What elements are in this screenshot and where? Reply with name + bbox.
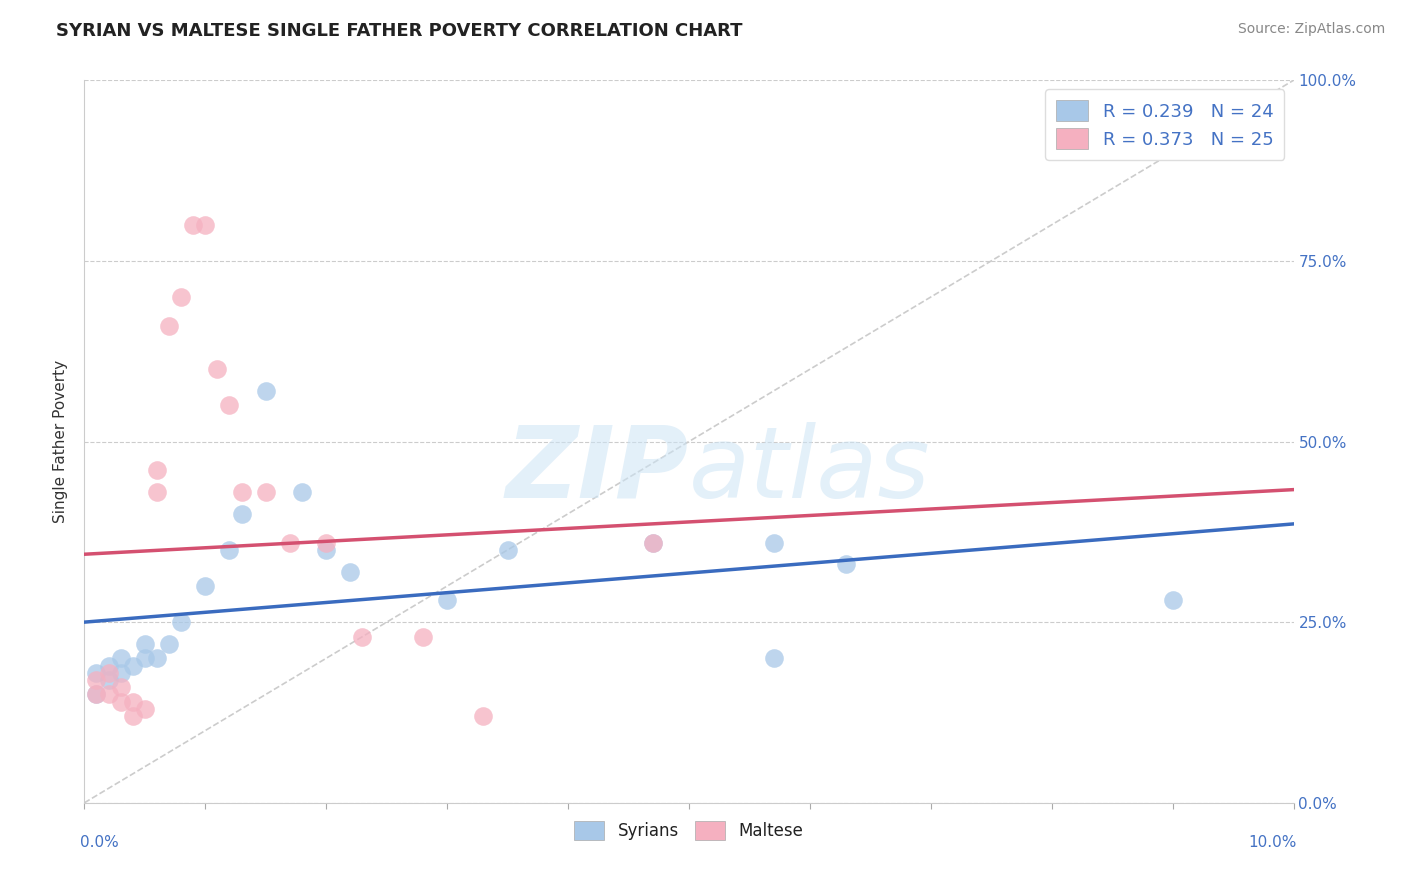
Point (412, 630, 434, 644)
Text: 0.0%: 0.0% (80, 835, 118, 850)
Point (436, 593, 458, 607)
Point (86, 673, 108, 687)
Point (134, 702, 156, 716)
Point (315, 542, 337, 557)
Point (641, 535, 664, 549)
Point (97, 665, 120, 680)
Point (641, 535, 664, 549)
Point (86, 687, 108, 701)
Point (146, 485, 169, 500)
Point (339, 565, 361, 579)
Point (315, 535, 337, 549)
Point (496, 542, 519, 557)
Point (254, 384, 277, 398)
Point (835, 558, 858, 572)
Point (121, 658, 143, 673)
Point (86, 687, 108, 701)
Legend: Syrians, Maltese: Syrians, Maltese (568, 814, 810, 847)
Point (278, 535, 301, 549)
Point (146, 463, 169, 477)
Point (194, 218, 217, 232)
Point (352, 630, 374, 644)
Point (97, 658, 120, 673)
Point (110, 665, 132, 680)
Point (231, 507, 253, 521)
Point (134, 651, 156, 665)
Point (472, 709, 495, 723)
Point (762, 535, 785, 549)
Y-axis label: Single Father Poverty: Single Father Poverty (53, 360, 69, 523)
Point (181, 218, 204, 232)
Point (218, 542, 240, 557)
Point (231, 485, 253, 500)
Point (170, 615, 193, 630)
Point (121, 709, 143, 723)
Point (110, 651, 132, 665)
Point (110, 680, 132, 694)
Point (254, 485, 277, 500)
Point (146, 651, 169, 665)
Point (762, 651, 785, 665)
Point (218, 398, 240, 412)
Point (207, 362, 229, 376)
Point (97, 673, 120, 687)
Point (97, 687, 120, 701)
Point (1161, 593, 1184, 607)
Point (170, 290, 193, 304)
Text: ZIP: ZIP (506, 422, 689, 519)
Point (157, 637, 180, 651)
Point (134, 637, 156, 651)
Point (291, 485, 314, 500)
Text: 10.0%: 10.0% (1249, 835, 1298, 850)
Point (110, 695, 132, 709)
Text: SYRIAN VS MALTESE SINGLE FATHER POVERTY CORRELATION CHART: SYRIAN VS MALTESE SINGLE FATHER POVERTY … (56, 22, 742, 40)
Point (157, 318, 180, 333)
Point (121, 695, 143, 709)
Text: atlas: atlas (689, 422, 931, 519)
Text: Source: ZipAtlas.com: Source: ZipAtlas.com (1237, 22, 1385, 37)
Point (86, 665, 108, 680)
Point (194, 579, 217, 593)
